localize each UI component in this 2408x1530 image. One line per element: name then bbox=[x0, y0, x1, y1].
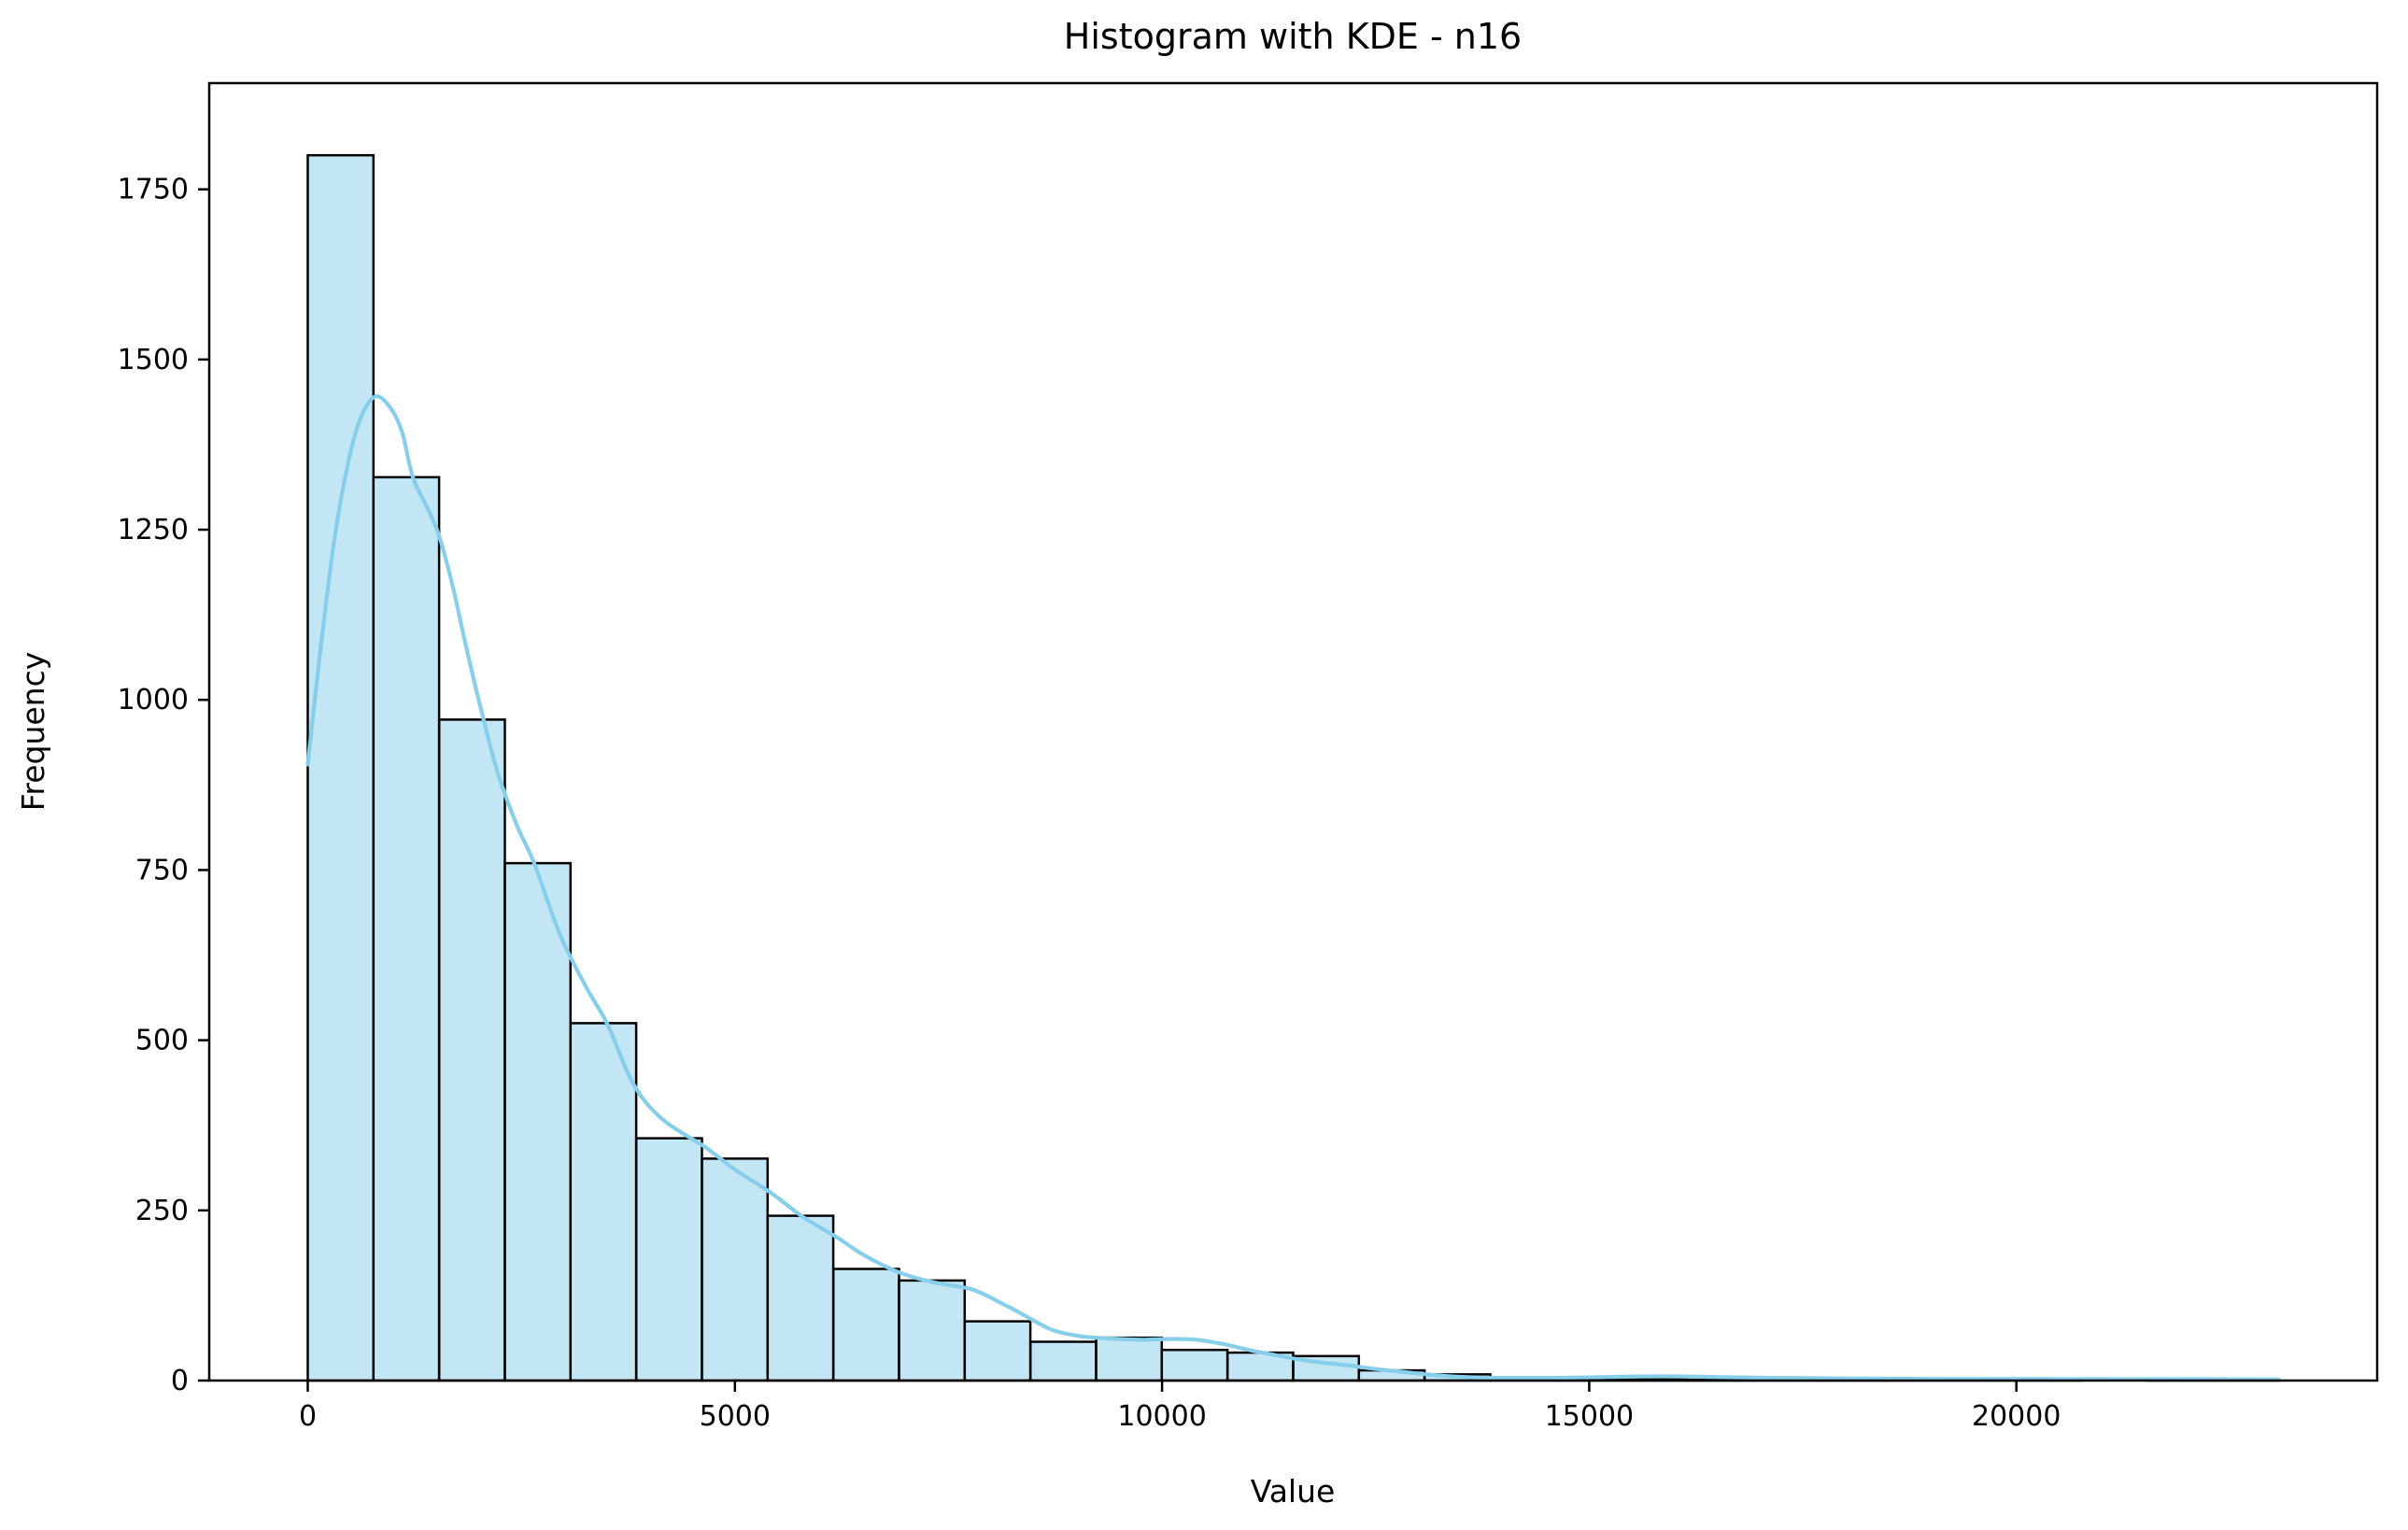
ticks-layer: 0 5000 10000 15000 20000 0 250 500 750 1000 1250 15… bbox=[118, 174, 2061, 1433]
histogram-bar bbox=[437, 718, 506, 1382]
histogram-bar bbox=[766, 1214, 835, 1382]
axes-spines bbox=[207, 81, 2379, 1382]
histogram-bar bbox=[963, 1320, 1032, 1382]
x-tick-label: 0 bbox=[299, 1400, 317, 1433]
histogram-bar bbox=[831, 1268, 900, 1382]
chart-title: Histogram with KDE - n16 bbox=[1064, 16, 1522, 57]
histogram-bars-layer bbox=[306, 153, 2280, 1382]
histogram-bar bbox=[372, 475, 441, 1382]
histogram-bar bbox=[306, 153, 375, 1382]
x-tick-label: 5000 bbox=[700, 1400, 771, 1433]
y-tick-label: 500 bbox=[135, 1025, 189, 1057]
x-tick-label: 15000 bbox=[1545, 1400, 1634, 1433]
axes-layer bbox=[207, 81, 2379, 1382]
y-tick-label: 0 bbox=[171, 1365, 189, 1397]
y-axis-label: Frequency bbox=[15, 652, 51, 811]
y-tick-label: 1500 bbox=[118, 344, 189, 376]
histogram-bar bbox=[634, 1137, 703, 1382]
histogram-bar bbox=[1225, 1351, 1295, 1382]
histogram-bar bbox=[1160, 1348, 1229, 1382]
histogram-bar bbox=[701, 1157, 770, 1382]
y-tick-label: 1750 bbox=[118, 174, 189, 206]
y-tick-label: 1000 bbox=[118, 684, 189, 716]
x-tick-label: 20000 bbox=[1972, 1400, 2061, 1433]
histogram-bar bbox=[1028, 1340, 1098, 1382]
histogram-bar bbox=[569, 1022, 638, 1382]
histogram-bar bbox=[898, 1279, 967, 1382]
y-tick-label: 1250 bbox=[118, 514, 189, 546]
x-tick-label: 10000 bbox=[1117, 1400, 1206, 1433]
histogram-bar bbox=[1095, 1336, 1164, 1382]
kde-curve bbox=[305, 394, 2281, 1381]
kde-curve-layer bbox=[305, 394, 2281, 1381]
x-axis-label: Value bbox=[1251, 1473, 1336, 1509]
y-tick-label: 750 bbox=[135, 854, 189, 886]
y-tick-label: 250 bbox=[135, 1195, 189, 1227]
